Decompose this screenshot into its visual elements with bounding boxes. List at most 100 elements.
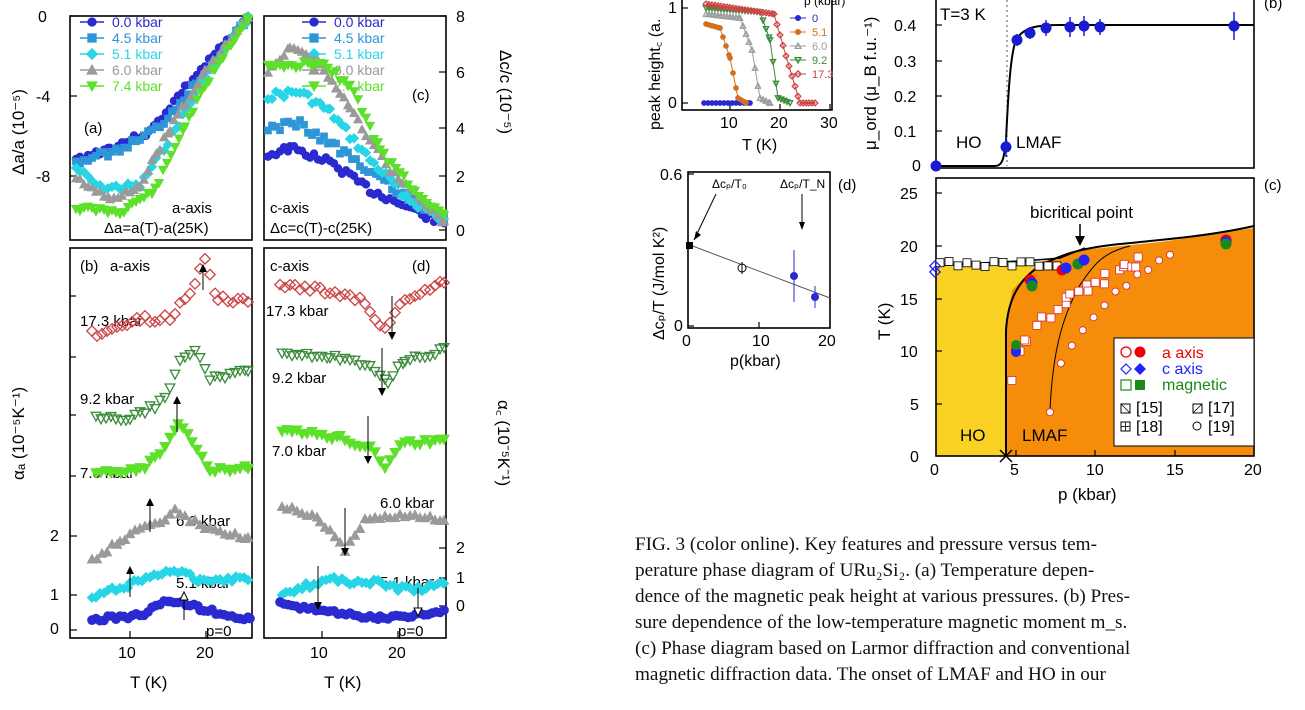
panel-b-frame	[69, 247, 253, 639]
square-mark	[309, 33, 319, 43]
triangle-mark	[194, 519, 206, 530]
panel-b-ytick-1: 1	[50, 587, 59, 604]
diamond-mark	[348, 294, 362, 307]
diamond-mark	[928, 265, 942, 279]
panel-a-svg: 0 -4 -8 Δa/a (10⁻⁵) (a) a-axis Δa=a(T)-a…	[9, 9, 254, 241]
panel-a-data	[70, 10, 254, 220]
triangle-mark	[329, 531, 341, 542]
triangle-down-mark	[165, 150, 177, 161]
caption-line-3: sure dependence of the low-temperature m…	[635, 612, 1128, 633]
right-c-ytick-0: 25	[900, 186, 918, 203]
ref-square-mark	[962, 258, 972, 268]
triangle-down-mark	[762, 25, 770, 33]
circle-mark	[727, 55, 733, 61]
inset-d-label: (d)	[838, 177, 856, 194]
legend-a-entry: 7.4 kbar	[112, 78, 163, 94]
triangle-down-mark	[90, 411, 102, 423]
triangle-down-mark	[233, 28, 245, 38]
triangle-down-mark	[769, 58, 777, 66]
triangle-mark	[424, 510, 436, 521]
triangle-mark	[751, 64, 759, 71]
inset-d-arrow-t0	[693, 193, 717, 241]
inset-d-xtick-0: 0	[682, 333, 691, 350]
diamond-mark	[770, 10, 778, 18]
triangle-down-mark	[229, 367, 241, 379]
diamond-mark	[358, 297, 372, 310]
square-mark	[292, 122, 300, 131]
triangle-mark	[759, 95, 767, 103]
square-mark	[344, 148, 352, 157]
panel-b-data	[85, 252, 255, 626]
circle-mark	[743, 100, 749, 106]
triangle-mark	[324, 524, 336, 535]
triangle-down-mark	[356, 108, 368, 118]
inset-d-specific-heat: 0.6 0 0 10 20 p(kbar) Δcₚ/T (J/mol K²) (…	[0, 0, 900, 400]
panel-a-ylabel: Δa/a (10⁻⁵)	[9, 89, 28, 175]
triangle-mark	[159, 514, 171, 525]
circle-mark	[717, 25, 723, 31]
transition-arrowhead	[314, 602, 322, 610]
triangle-mark	[394, 508, 406, 519]
inset-d-ann-tn: Δcₚ/T_N	[780, 177, 825, 191]
panel-d-ytick-2: 0	[456, 598, 465, 615]
diamond-mark	[188, 277, 202, 290]
panel-b-xtick-0: 10	[118, 645, 136, 662]
diamond-mark	[120, 319, 134, 332]
ref-19-point	[1056, 359, 1065, 368]
diamond-mark	[360, 147, 372, 158]
ref-square-mark	[1007, 261, 1017, 271]
inset-a-xtick-2: 30	[820, 115, 838, 132]
triangle-down-mark	[242, 366, 254, 378]
ref-square-mark	[1016, 257, 1026, 267]
inset-a-legend: 0 5.1 6.0 9.2 17.3	[790, 13, 833, 81]
right-c-ho-text: HO	[960, 426, 986, 445]
triangle-down-mark	[424, 439, 436, 450]
right-c-ref-19: [19]	[1208, 419, 1235, 436]
triangle-down-mark	[124, 414, 136, 426]
inset-d-xlabel: p(kbar)	[730, 353, 781, 370]
caption-line-2: dence of the magnetic peak height at var…	[635, 586, 1130, 607]
square-mark	[320, 132, 328, 141]
panel-a-def-note: Δa=a(T)-a(25K)	[104, 220, 209, 237]
triangle-mark	[169, 503, 181, 514]
triangle-down-mark	[419, 352, 431, 364]
right-c-ytick-5: 0	[910, 449, 919, 466]
triangle-down-mark	[146, 189, 158, 200]
triangle-mark	[86, 182, 98, 192]
panel-c-ytick-4: 0	[456, 223, 465, 240]
ref-square-red-mark	[1074, 286, 1084, 296]
inset-d-ytick-1: 0	[674, 318, 683, 335]
triangle-down-mark	[414, 439, 426, 451]
triangle-mark	[756, 94, 764, 101]
panel-b-curve-label-1: 9.2 kbar	[80, 391, 134, 408]
triangle-down-mark	[139, 408, 151, 420]
triangle-mark	[134, 181, 146, 192]
diamond-mark	[782, 52, 790, 60]
triangle-mark	[344, 535, 356, 546]
diamond-mark	[293, 283, 307, 296]
inset-a-legend-entry: 17.3	[812, 69, 833, 81]
diamond-mark	[183, 287, 197, 300]
diamond-mark	[115, 319, 129, 332]
triangle-mark	[101, 546, 113, 557]
phase-point	[1060, 262, 1072, 274]
triangle-down-mark	[173, 134, 185, 145]
triangle-mark	[349, 529, 361, 540]
right-c-xtick-4: 20	[1244, 462, 1262, 479]
right-c-xtick-1: 5	[1010, 462, 1019, 479]
circle-mark	[794, 28, 802, 36]
panel-a-lattice-a: 0 -4 -8 Δa/a (10⁻⁵) (a) a-axis Δa=a(T)-a…	[0, 0, 320, 250]
triangle-mark	[334, 88, 346, 98]
triangle-down-mark	[424, 351, 436, 363]
panel-a-ytick-2: -8	[36, 169, 50, 186]
triangle-down-mark	[105, 411, 117, 423]
diamond-mark	[423, 283, 437, 297]
triangle-mark	[146, 154, 158, 165]
phase-point	[1078, 254, 1090, 266]
triangle-down-mark	[438, 342, 450, 354]
triangle-mark	[766, 99, 774, 106]
panel-c-ylabel: Δc/c (10⁻⁵)	[496, 50, 515, 134]
diamond-mark	[788, 72, 796, 80]
transition-arrowhead	[364, 456, 372, 464]
triangle-down-mark	[144, 401, 156, 413]
